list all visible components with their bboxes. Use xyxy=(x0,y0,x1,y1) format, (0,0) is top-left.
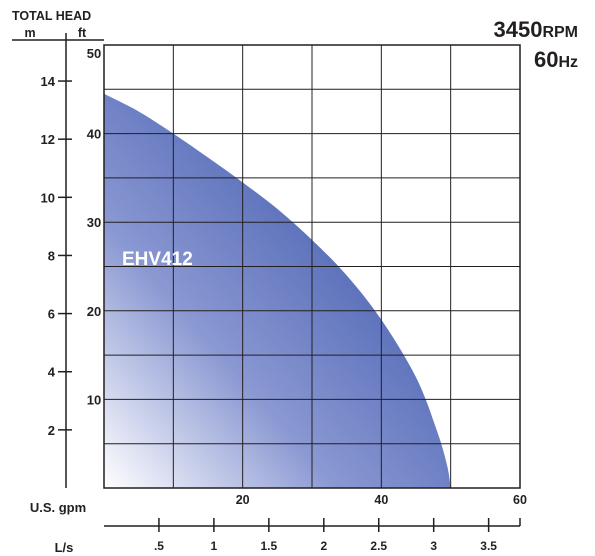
y-left-unit-label: m xyxy=(24,26,35,40)
ft-tick-label: 10 xyxy=(87,392,101,407)
liters-tick-label: 3.5 xyxy=(480,539,497,553)
liters-tick-label: 1 xyxy=(211,539,218,553)
gpm-tick-label: 60 xyxy=(513,493,527,507)
grid-lines xyxy=(104,45,520,488)
rpm-value: 3450 xyxy=(493,17,542,42)
gpm-tick-label: 20 xyxy=(236,493,250,507)
rpm-label: 3450RPM xyxy=(493,17,578,42)
meters-tick-label: 2 xyxy=(48,423,55,438)
ft-axis-tick-labels: 10 20 30 40 50 xyxy=(87,46,101,407)
gpm-axis-tick-labels: 20 40 60 xyxy=(236,493,527,507)
meters-tick-label: 8 xyxy=(48,248,55,263)
liters-tick-label: 1.5 xyxy=(260,539,277,553)
meters-tick-label: 14 xyxy=(41,74,56,89)
ft-tick-label: 40 xyxy=(87,127,101,142)
hz-label: 60Hz xyxy=(534,47,578,72)
gpm-tick-label: 40 xyxy=(374,493,388,507)
meters-tick-label: 6 xyxy=(48,307,55,322)
liters-axis-unit-label: L/s xyxy=(55,540,74,555)
y-axis-title: TOTAL HEAD xyxy=(12,9,91,23)
liters-tick-label: 2 xyxy=(320,539,327,553)
hz-unit: Hz xyxy=(558,54,578,71)
rpm-unit: RPM xyxy=(542,24,578,41)
meters-tick-label: 12 xyxy=(41,132,55,147)
gpm-axis-unit-label: U.S. gpm xyxy=(30,500,86,515)
meters-axis-ticks: 2 4 6 8 10 12 14 xyxy=(41,74,72,438)
ft-tick-label: 30 xyxy=(87,215,101,230)
series-label-ehv412: EHV412 xyxy=(122,249,193,270)
y-right-unit-label: ft xyxy=(78,26,87,40)
meters-tick-label: 10 xyxy=(41,190,55,205)
series-area-ehv412 xyxy=(104,93,451,488)
liters-tick-label: .5 xyxy=(154,539,164,553)
liters-axis-ticks: .5 1 1.5 2 2.5 3 3.5 xyxy=(154,518,521,553)
plot-frame xyxy=(103,44,521,489)
hz-value: 60 xyxy=(534,47,558,72)
liters-tick-label: 3 xyxy=(430,539,437,553)
meters-tick-label: 4 xyxy=(48,365,56,380)
ft-tick-label: 50 xyxy=(87,46,101,61)
liters-tick-label: 2.5 xyxy=(370,539,387,553)
ft-tick-label: 20 xyxy=(87,304,101,319)
